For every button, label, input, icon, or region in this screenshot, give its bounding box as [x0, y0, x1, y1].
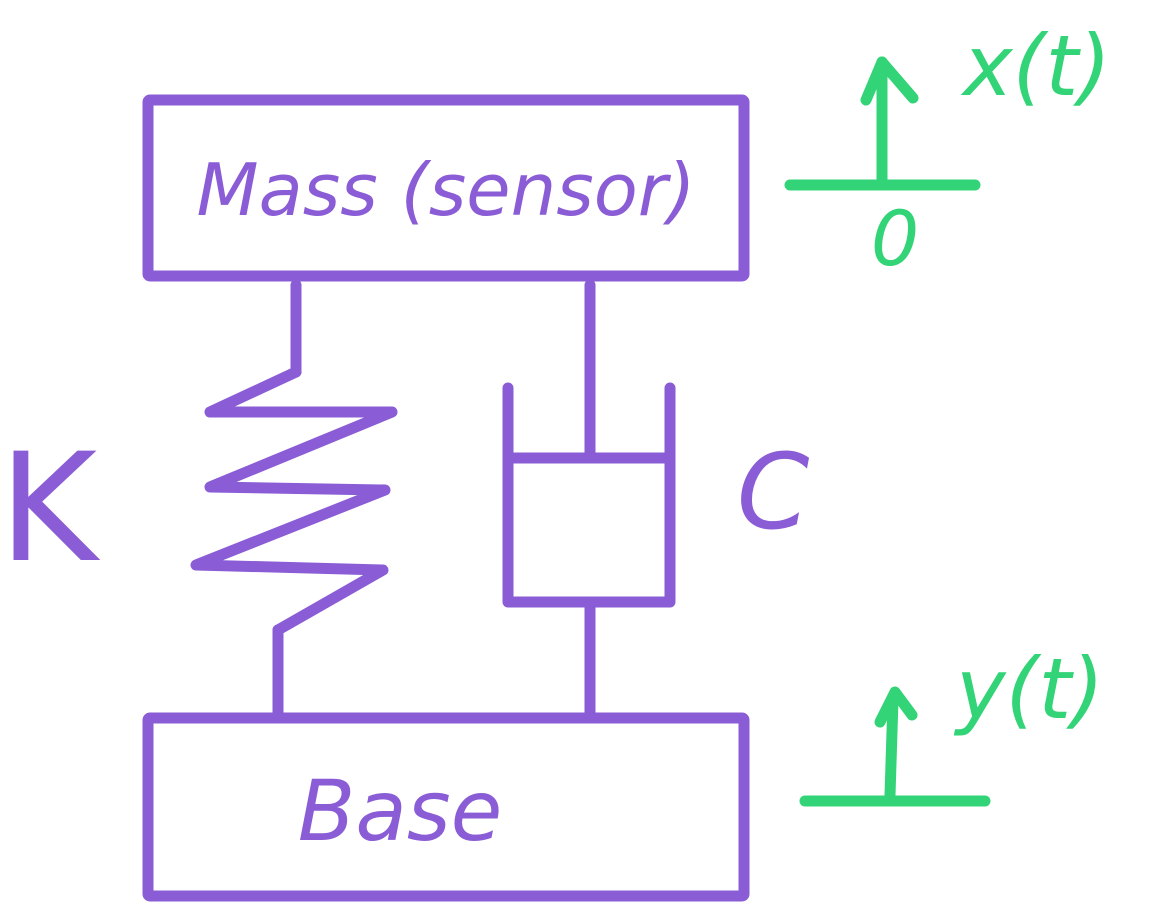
- up-arrow-icon: [860, 56, 919, 106]
- mass-reference-label: 0: [871, 194, 919, 283]
- damping-coefficient-label: C: [737, 431, 810, 553]
- base-label: Base: [298, 762, 503, 860]
- mass-block: Mass (sensor): [142, 94, 750, 282]
- base-block: Base: [142, 712, 750, 902]
- base-displacement-indicator: y(t): [799, 640, 1104, 807]
- up-arrow-icon: [874, 686, 918, 728]
- damper: [502, 279, 676, 722]
- base-displacement-label: y(t): [953, 640, 1104, 738]
- mass-displacement-indicator: x(t) 0: [784, 17, 1111, 283]
- mass-displacement-label: x(t): [960, 17, 1111, 115]
- base-arrow-shaft: [884, 694, 899, 801]
- spring-constant-label: K: [0, 422, 101, 596]
- spring: [190, 279, 398, 722]
- mass-label: Mass (sensor): [197, 148, 696, 232]
